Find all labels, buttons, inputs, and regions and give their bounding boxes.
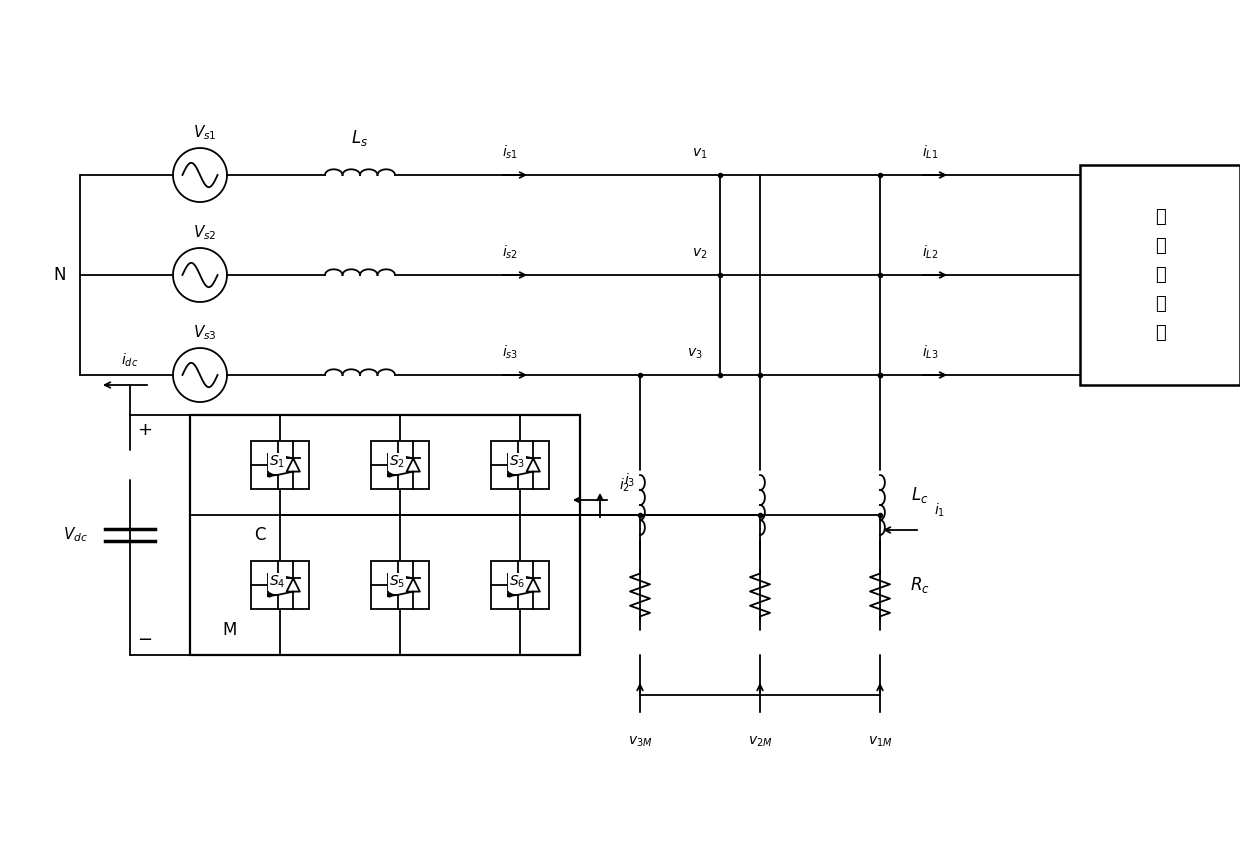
Bar [372, 441, 429, 490]
Text: $i_{L1}$: $i_{L1}$ [921, 144, 939, 162]
Text: N: N [53, 266, 66, 284]
Text: $i_{s1}$: $i_{s1}$ [502, 144, 518, 162]
Text: $R_c$: $R_c$ [910, 575, 930, 595]
Text: $i_{s2}$: $i_{s2}$ [502, 244, 518, 262]
Text: $i_{L3}$: $i_{L3}$ [921, 344, 939, 361]
Text: $V_{s3}$: $V_{s3}$ [193, 323, 217, 342]
Text: $V_{dc}$: $V_{dc}$ [62, 525, 88, 544]
Text: $v_3$: $v_3$ [687, 347, 703, 361]
Bar [1080, 165, 1240, 385]
Text: $S_2$: $S_2$ [389, 454, 405, 470]
Bar [252, 441, 309, 490]
Bar [190, 415, 580, 655]
Text: $S_1$: $S_1$ [269, 454, 285, 470]
Text: $i_{dc}$: $i_{dc}$ [122, 352, 139, 370]
Bar [372, 561, 429, 609]
Bar [491, 561, 548, 609]
Text: $v_2$: $v_2$ [692, 247, 708, 262]
Text: −: − [138, 631, 153, 649]
Text: $v_{1M}$: $v_{1M}$ [868, 735, 893, 750]
Text: $L_s$: $L_s$ [351, 128, 368, 148]
Text: $V_{s2}$: $V_{s2}$ [193, 223, 217, 241]
Text: $i_3$: $i_3$ [625, 472, 636, 490]
Text: $V_{s1}$: $V_{s1}$ [193, 123, 217, 142]
Text: $S_4$: $S_4$ [269, 574, 285, 590]
Text: $i_1$: $i_1$ [935, 502, 946, 519]
Text: $v_1$: $v_1$ [692, 147, 708, 162]
Text: $S_6$: $S_6$ [508, 574, 526, 590]
Text: $i_{L2}$: $i_{L2}$ [921, 244, 939, 262]
Text: $v_{3M}$: $v_{3M}$ [627, 735, 652, 750]
Text: $S_3$: $S_3$ [508, 454, 525, 470]
Text: C: C [254, 526, 265, 544]
Text: +: + [138, 421, 153, 439]
Text: $v_{2M}$: $v_{2M}$ [748, 735, 773, 750]
Text: 非
线
性
负
载: 非 线 性 负 载 [1154, 207, 1166, 343]
Text: $L_c$: $L_c$ [911, 485, 929, 505]
Text: M: M [223, 621, 237, 639]
Text: $i_2$: $i_2$ [620, 477, 630, 495]
Text: $i_{s3}$: $i_{s3}$ [502, 344, 518, 361]
Bar [252, 561, 309, 609]
Bar [491, 441, 548, 490]
Text: $S_5$: $S_5$ [389, 574, 405, 590]
